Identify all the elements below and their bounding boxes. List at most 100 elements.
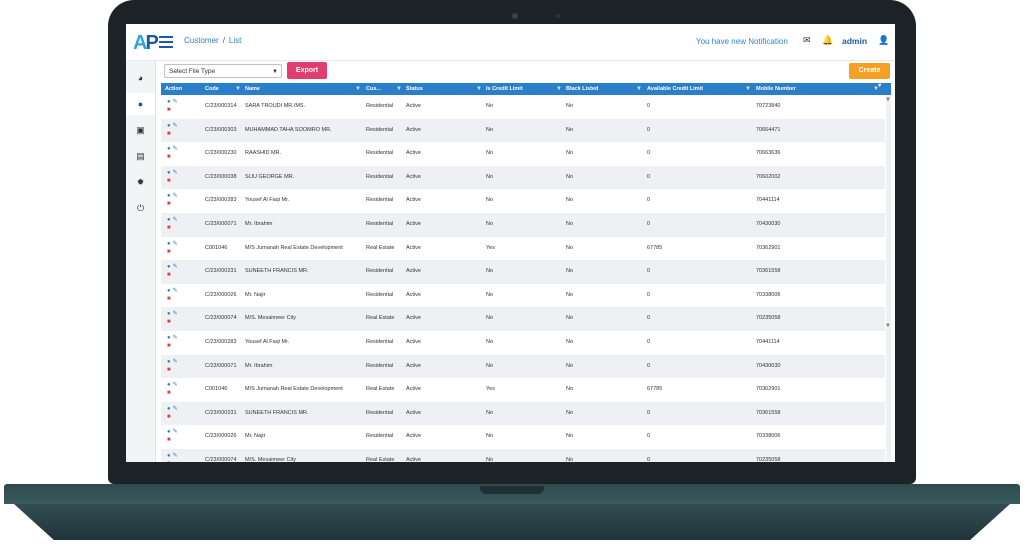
edit-icon[interactable]: ✎ <box>172 240 178 247</box>
filter-icon[interactable]: ▼ <box>636 86 642 92</box>
table-row[interactable]: ● ✎ ■ C/23/000230 RAASHID MR. Residential Acti… <box>161 142 885 166</box>
table-row[interactable]: ● ✎ ■ C/23/000231 SUNEETH FRANCIS MR. Residen… <box>161 260 885 284</box>
delete-icon[interactable]: ■ <box>167 437 171 444</box>
view-icon[interactable]: ● <box>167 382 171 389</box>
view-icon[interactable]: ● <box>167 429 171 436</box>
table-row[interactable]: ● ✎ ■ C/23/000314 SARA TROUDI MR./MS. Residen… <box>161 95 885 119</box>
edit-icon[interactable]: ✎ <box>172 146 178 153</box>
delete-icon[interactable]: ■ <box>167 248 171 255</box>
column-header[interactable]: Cus... ▼ <box>366 83 404 95</box>
delete-icon[interactable]: ■ <box>167 319 171 326</box>
delete-icon[interactable]: ■ <box>167 390 171 397</box>
notification-text[interactable]: You have new Notification <box>696 37 788 46</box>
edit-icon[interactable]: ✎ <box>172 217 178 223</box>
filter-icon[interactable]: ▼ <box>873 86 879 92</box>
view-icon[interactable]: ● <box>167 122 171 129</box>
delete-icon[interactable]: ■ <box>167 154 171 161</box>
view-icon[interactable]: ● <box>167 193 171 200</box>
view-icon[interactable]: ● <box>167 169 171 176</box>
money-icon[interactable]: ▣ <box>136 125 145 135</box>
delete-icon[interactable]: ■ <box>167 460 183 462</box>
delete-icon[interactable]: ■ <box>167 201 171 208</box>
view-icon[interactable]: ● <box>167 287 171 294</box>
message-icon[interactable]: ✉ <box>803 35 811 45</box>
table-row[interactable]: ● ✎ ■ C/23/000026 Mr. Najir Residential Active… <box>161 284 885 308</box>
table-row[interactable]: ● ✎ ■ C/23/000026 Mr. Najir Residential Active… <box>161 425 885 449</box>
scroll-up-icon[interactable]: ▼ <box>885 97 891 103</box>
edit-icon[interactable]: ✎ <box>172 122 178 129</box>
delete-icon[interactable]: ■ <box>167 107 171 113</box>
filter-icon[interactable]: ▼ <box>235 86 241 92</box>
edit-icon[interactable]: ✎ <box>172 264 178 271</box>
bell-icon[interactable]: 🔔 <box>822 35 834 45</box>
gear-icon[interactable]: ✹ <box>136 177 145 187</box>
filter-icon[interactable]: ▼ <box>476 86 482 92</box>
user-icon[interactable]: ● <box>126 93 155 115</box>
column-header[interactable]: Status ▼ <box>406 83 484 95</box>
view-icon[interactable]: ● <box>167 358 171 365</box>
filter-icon[interactable]: ▼ <box>877 83 883 89</box>
dashboard-icon[interactable]: ◕ <box>137 73 144 83</box>
filter-icon[interactable]: ▼ <box>556 86 562 92</box>
view-icon[interactable]: ● <box>167 453 171 459</box>
table-row[interactable]: ●✎■ C/23/000074 M/S. Mesaimeer City Real Es… <box>161 449 885 462</box>
view-icon[interactable]: ● <box>167 146 171 153</box>
edit-icon[interactable]: ✎ <box>172 382 178 389</box>
delete-icon[interactable]: ■ <box>167 225 171 231</box>
edit-icon[interactable]: ✎ <box>172 453 178 459</box>
table-row[interactable]: ● ✎ ■ C001046 M/S Jumanah Real Estate Develo… <box>161 237 885 261</box>
edit-icon[interactable]: ✎ <box>172 311 178 318</box>
column-header[interactable]: Mobile Number ▼ <box>756 83 881 95</box>
table-row[interactable]: ● ✎ ■ C/23/000303 MUHAMMAD TAHA SOOMRO MR. Re… <box>161 118 885 143</box>
column-header[interactable]: Action <box>165 83 203 95</box>
table-row[interactable]: ● ✎ ■ C/23/000071 Mr. Ibrahim Residential Acti… <box>161 354 885 379</box>
delete-icon[interactable]: ■ <box>167 272 171 279</box>
table-row[interactable]: ● ✎ ■ C/23/000283 Yousef Al Faqi Mr. Resident… <box>161 331 885 355</box>
edit-icon[interactable]: ✎ <box>172 287 178 294</box>
power-icon[interactable]: ⏻ <box>136 203 145 213</box>
user-name[interactable]: admin <box>842 36 868 46</box>
view-icon[interactable]: ● <box>167 311 171 318</box>
edit-icon[interactable]: ✎ <box>172 335 178 341</box>
app-logo[interactable]: AP <box>133 32 159 54</box>
view-icon[interactable]: ● <box>167 99 171 105</box>
column-header[interactable]: Code ▼ <box>205 83 243 95</box>
edit-icon[interactable]: ✎ <box>172 193 178 200</box>
file-type-select[interactable]: Select File Type ▼ <box>164 64 282 78</box>
create-button[interactable]: Create <box>849 63 890 79</box>
edit-icon[interactable]: ✎ <box>172 405 178 412</box>
view-icon[interactable]: ● <box>167 264 171 271</box>
delete-icon[interactable]: ■ <box>167 295 171 302</box>
delete-icon[interactable]: ■ <box>167 343 171 349</box>
column-header[interactable]: Is Credit Limit ▼ <box>486 83 564 95</box>
table-row[interactable]: ● ✎ ■ C001046 M/S Jumanah Real Estate Develo… <box>161 378 885 402</box>
breadcrumb-customer[interactable]: Customer <box>184 36 219 45</box>
delete-icon[interactable]: ■ <box>167 130 171 137</box>
delete-icon[interactable]: ■ <box>167 177 171 184</box>
filter-icon[interactable]: ▼ <box>745 86 751 92</box>
table-row[interactable]: ● ✎ ■ C/23/000038 SIJU GEORGE MR. Residential… <box>161 165 885 190</box>
view-icon[interactable]: ● <box>167 240 171 247</box>
table-row[interactable]: ●✎■ C/23/000074 M/S. Mesaimeer City Real Es… <box>161 307 885 331</box>
view-icon[interactable]: ● <box>167 405 171 412</box>
user-profile-icon[interactable]: 👤 <box>878 35 890 45</box>
scroll-down-icon[interactable]: ▼ <box>885 323 891 329</box>
delete-icon[interactable]: ■ <box>167 413 171 420</box>
edit-icon[interactable]: ✎ <box>172 169 178 176</box>
column-header[interactable]: Name ▼ <box>245 83 363 95</box>
filter-icon[interactable]: ▼ <box>396 86 402 92</box>
column-header[interactable]: Black Listed ▼ <box>566 83 644 95</box>
edit-icon[interactable]: ✎ <box>172 99 178 105</box>
view-icon[interactable]: ● <box>167 217 171 223</box>
vertical-scrollbar[interactable]: ▼ ▼ <box>885 95 891 462</box>
filter-icon[interactable]: ▼ <box>355 86 361 92</box>
document-icon[interactable]: ▤ <box>136 151 145 161</box>
table-row[interactable]: ● ✎ ■ C/23/000071 Mr. Ibrahim Residential Acti… <box>161 213 885 237</box>
column-header[interactable]: Available Credit Limit ▼ <box>647 83 753 95</box>
edit-icon[interactable]: ✎ <box>172 429 178 436</box>
delete-icon[interactable]: ■ <box>167 366 171 373</box>
table-row[interactable]: ● ✎ ■ C/23/000231 SUNEETH FRANCIS MR. Residen… <box>161 401 885 426</box>
export-button[interactable]: Export <box>287 62 327 79</box>
edit-icon[interactable]: ✎ <box>172 358 178 365</box>
view-icon[interactable]: ● <box>167 335 171 341</box>
